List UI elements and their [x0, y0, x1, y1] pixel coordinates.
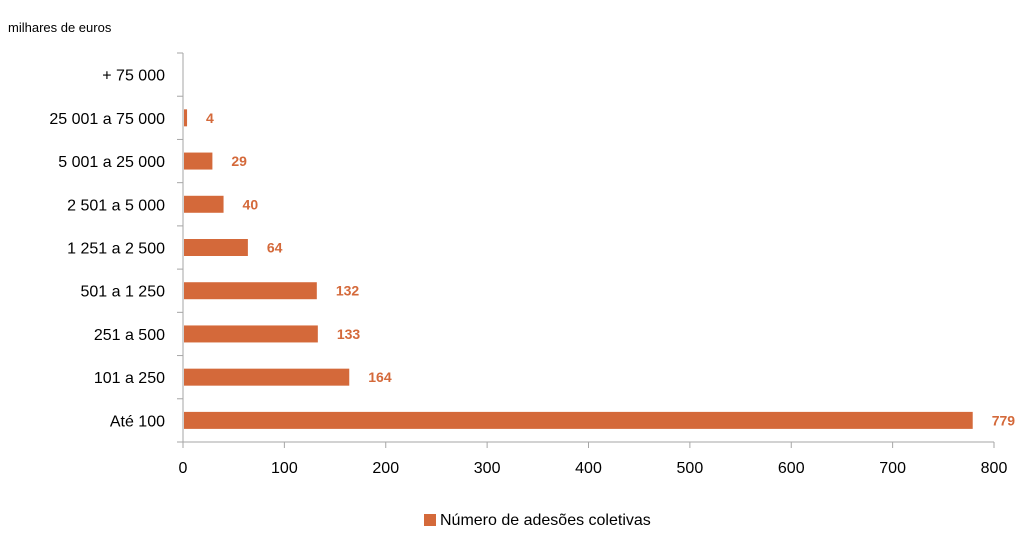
- bar: [184, 282, 317, 300]
- x-tick-label: 700: [879, 460, 906, 477]
- category-label: Até 100: [110, 413, 165, 430]
- bar: [184, 152, 213, 170]
- legend-swatch: [424, 514, 436, 526]
- x-tick-label: 400: [575, 460, 602, 477]
- x-axis-ticks: 0 100 200 300 400 500 600 700 800: [179, 442, 1008, 477]
- bars-group: [184, 109, 973, 429]
- y-axis-ticks: [177, 52, 183, 443]
- data-label: 40: [243, 196, 259, 212]
- data-label: 779: [992, 412, 1016, 428]
- unit-label: milhares de euros: [8, 20, 112, 35]
- bar: [184, 239, 248, 256]
- data-label: 4: [206, 110, 214, 126]
- bar: [184, 325, 318, 343]
- category-label: 101 a 250: [94, 370, 165, 387]
- category-labels: Até 100 101 a 250 251 a 500 501 a 1 250 1 25…: [49, 68, 165, 431]
- category-label: 251 a 500: [94, 327, 165, 344]
- x-tick-label: 300: [474, 460, 501, 477]
- x-tick-label: 500: [677, 460, 704, 477]
- bar: [184, 109, 188, 127]
- x-tick-label: 600: [778, 460, 805, 477]
- data-label: 164: [368, 369, 392, 385]
- x-tick-label: 100: [271, 460, 298, 477]
- data-label: 132: [336, 283, 360, 299]
- bar: [184, 411, 973, 429]
- data-label: 133: [337, 326, 361, 342]
- bar: [184, 195, 224, 213]
- x-tick-label: 200: [372, 460, 399, 477]
- data-label: 29: [231, 153, 247, 169]
- category-label: + 75 000: [102, 68, 165, 85]
- data-label: 64: [267, 240, 283, 256]
- category-label: 501 a 1 250: [80, 284, 165, 301]
- x-tick-label: 800: [981, 460, 1008, 477]
- category-label: 1 251 a 2 500: [67, 241, 165, 258]
- category-label: 5 001 a 25 000: [58, 154, 165, 171]
- category-label: 2 501 a 5 000: [67, 197, 165, 214]
- bar: [184, 368, 350, 386]
- x-tick-label: 0: [179, 460, 188, 477]
- category-label: 25 001 a 75 000: [49, 111, 165, 128]
- data-labels: 779 164 133 132 64 40 29 4: [206, 110, 1015, 429]
- legend-label: Número de adesões coletivas: [440, 512, 651, 529]
- legend: Número de adesões coletivas: [424, 512, 651, 529]
